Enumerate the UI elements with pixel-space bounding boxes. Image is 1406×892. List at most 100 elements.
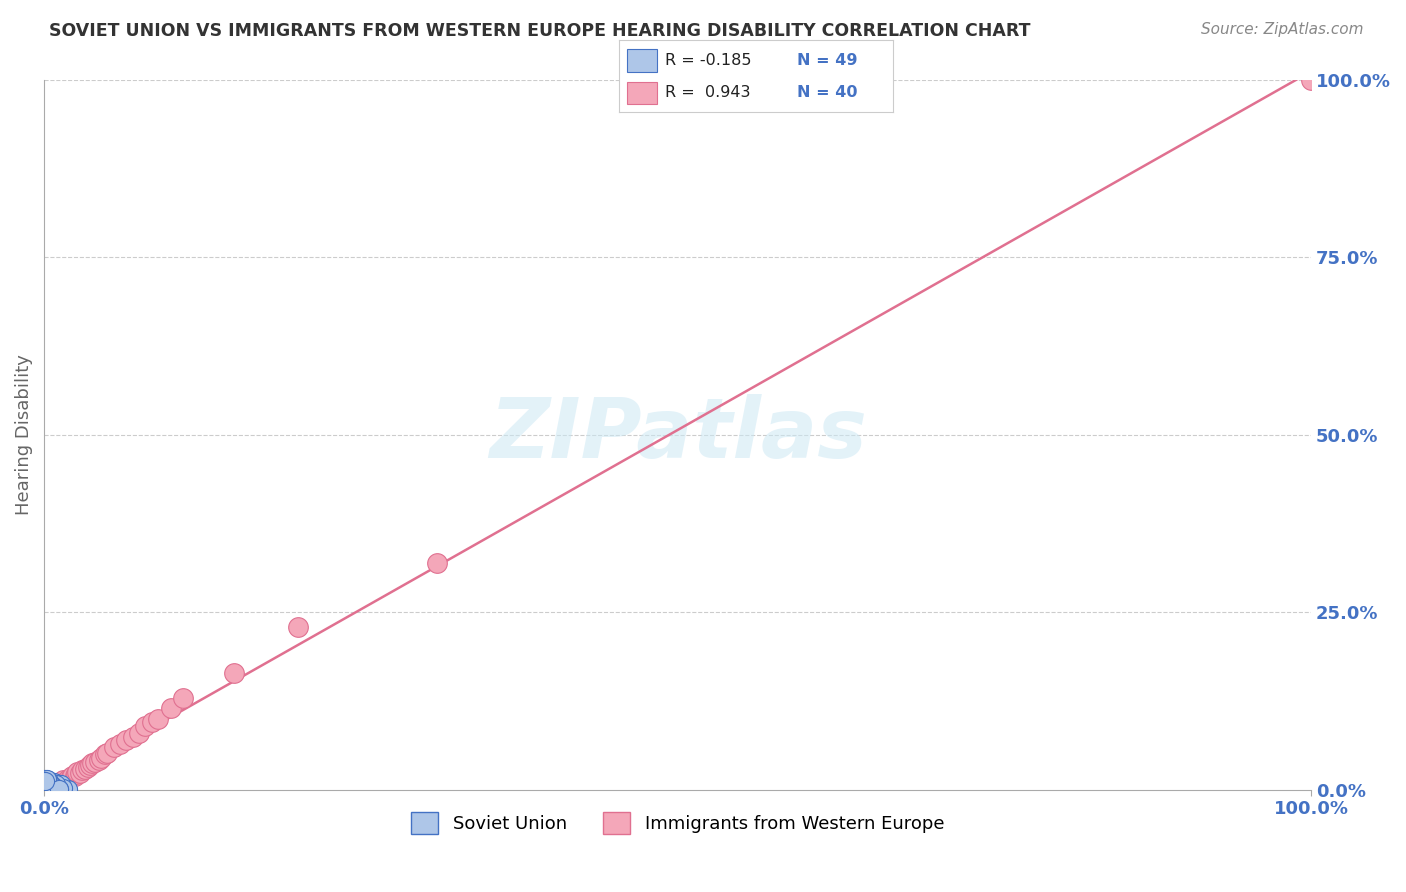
Point	[34, 774, 56, 789]
Point	[34, 772, 56, 786]
Point	[48, 776, 70, 790]
Y-axis label: Hearing Disability: Hearing Disability	[15, 354, 32, 516]
Point	[108, 737, 131, 751]
Point	[56, 772, 79, 786]
Point	[37, 777, 59, 791]
Point	[87, 753, 110, 767]
Point	[65, 767, 87, 781]
Point	[37, 774, 59, 789]
Point	[35, 775, 58, 789]
Point	[55, 773, 77, 788]
Point	[426, 556, 449, 570]
Point	[34, 777, 56, 791]
Point	[49, 777, 72, 791]
Point	[70, 763, 93, 777]
Point	[35, 776, 58, 790]
Point	[35, 776, 58, 790]
Point	[1301, 73, 1323, 87]
Point	[39, 778, 62, 792]
Point	[35, 774, 58, 789]
Point	[39, 780, 62, 794]
Point	[34, 777, 56, 791]
Text: SOVIET UNION VS IMMIGRANTS FROM WESTERN EUROPE HEARING DISABILITY CORRELATION CH: SOVIET UNION VS IMMIGRANTS FROM WESTERN …	[49, 22, 1031, 40]
Point	[44, 778, 66, 792]
Point	[39, 779, 62, 793]
Point	[77, 760, 100, 774]
Point	[58, 782, 80, 797]
Point	[224, 665, 246, 680]
Point	[34, 776, 56, 790]
Point	[159, 701, 181, 715]
Point	[82, 756, 104, 770]
Point	[134, 719, 156, 733]
Point	[37, 773, 59, 788]
Point	[38, 775, 60, 789]
Point	[96, 746, 118, 760]
Point	[79, 758, 101, 772]
Point	[48, 780, 70, 794]
Point	[35, 775, 58, 789]
Point	[37, 775, 59, 789]
Point	[35, 773, 58, 788]
Point	[42, 775, 65, 789]
Point	[38, 774, 60, 789]
Point	[115, 733, 138, 747]
Point	[35, 776, 58, 790]
Point	[41, 779, 63, 793]
Point	[35, 779, 58, 793]
Point	[45, 777, 67, 791]
Point	[37, 778, 59, 792]
Point	[52, 772, 75, 787]
Point	[287, 619, 309, 633]
Point	[94, 747, 117, 762]
Point	[59, 770, 82, 784]
Point	[83, 755, 105, 769]
Text: Source: ZipAtlas.com: Source: ZipAtlas.com	[1201, 22, 1364, 37]
Point	[38, 780, 60, 795]
Point	[38, 780, 60, 794]
Point	[42, 779, 65, 793]
Point	[42, 780, 65, 794]
Point	[173, 690, 195, 705]
Point	[66, 765, 89, 780]
Text: N = 49: N = 49	[797, 53, 858, 68]
Point	[69, 765, 91, 780]
Point	[63, 769, 86, 783]
Point	[37, 778, 59, 792]
Point	[141, 715, 163, 730]
Point	[51, 774, 73, 789]
Point	[34, 780, 56, 794]
Point	[38, 776, 60, 790]
Point	[37, 772, 59, 787]
Point	[41, 780, 63, 794]
Point	[46, 776, 69, 790]
Point	[37, 776, 59, 790]
Point	[37, 774, 59, 789]
Point	[52, 780, 75, 795]
Point	[103, 740, 125, 755]
Point	[35, 775, 58, 789]
Point	[34, 777, 56, 791]
Point	[60, 769, 83, 783]
Point	[48, 781, 70, 796]
Text: ZIPatlas: ZIPatlas	[489, 394, 866, 475]
Point	[44, 777, 66, 791]
Point	[42, 782, 65, 797]
Text: R = -0.185: R = -0.185	[665, 53, 752, 68]
Point	[45, 778, 67, 792]
Point	[121, 730, 143, 744]
Point	[73, 762, 96, 776]
Point	[38, 780, 60, 794]
Text: N = 40: N = 40	[797, 86, 858, 101]
Point	[37, 772, 59, 787]
Point	[146, 712, 169, 726]
Legend: Soviet Union, Immigrants from Western Europe: Soviet Union, Immigrants from Western Eu…	[411, 812, 943, 834]
Point	[34, 781, 56, 796]
FancyBboxPatch shape	[627, 81, 657, 104]
FancyBboxPatch shape	[627, 49, 657, 71]
Text: R =  0.943: R = 0.943	[665, 86, 751, 101]
Point	[128, 726, 150, 740]
Point	[90, 751, 112, 765]
Point	[39, 776, 62, 790]
Point	[48, 782, 70, 797]
